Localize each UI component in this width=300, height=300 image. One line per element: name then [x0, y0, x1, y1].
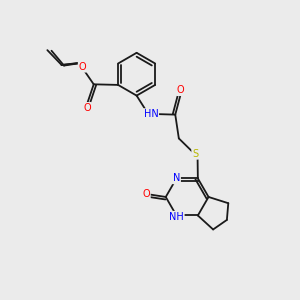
- Text: NH: NH: [169, 212, 184, 222]
- Text: O: O: [83, 103, 91, 113]
- Text: HN: HN: [143, 109, 158, 119]
- Text: O: O: [142, 189, 150, 199]
- Text: N: N: [173, 173, 180, 183]
- Text: O: O: [79, 62, 86, 72]
- Text: S: S: [192, 149, 198, 159]
- Text: O: O: [177, 85, 184, 95]
